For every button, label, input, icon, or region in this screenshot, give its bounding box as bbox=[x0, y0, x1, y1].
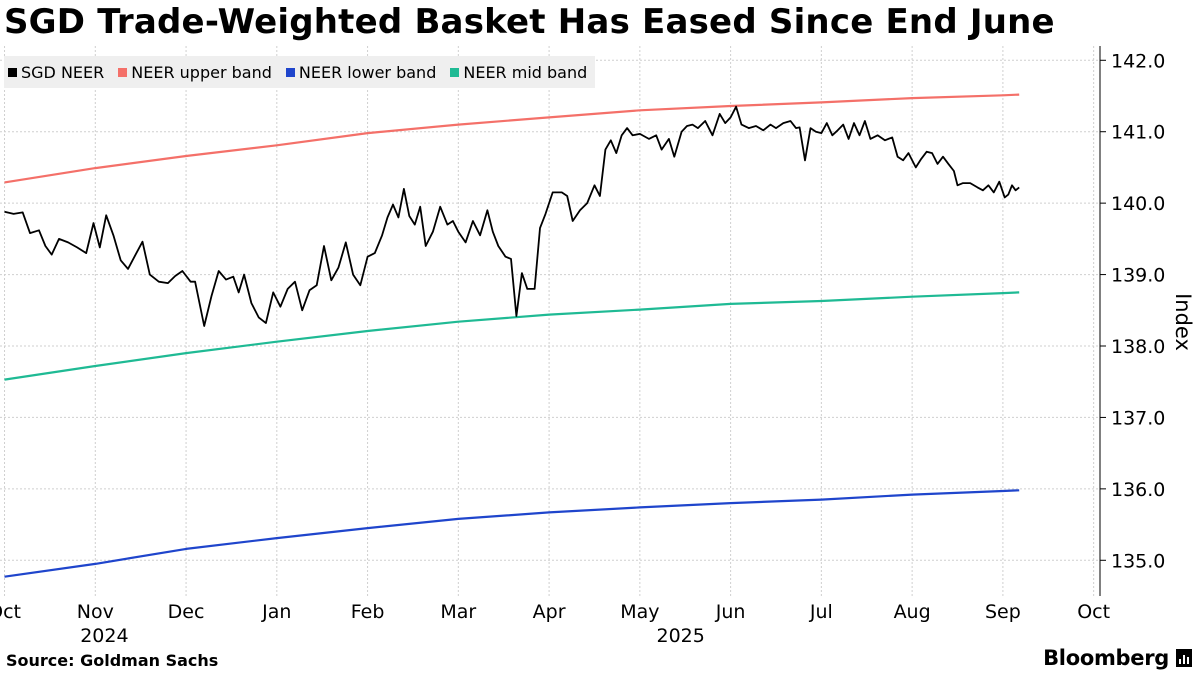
series-line-neer-mid-band bbox=[4, 291, 1020, 381]
x-tick-label: Sep bbox=[985, 601, 1021, 623]
x-axis-labels: Oct Nov Dec Jan Feb Mar Apr May Jun Jul Aug Sep Oct 2… bbox=[0, 601, 1110, 647]
x-tick-label: Dec bbox=[168, 601, 205, 623]
series-line-neer-lower-band bbox=[4, 489, 1020, 578]
brand-text: Bloomberg bbox=[1043, 646, 1169, 670]
gridlines bbox=[0, 46, 1100, 596]
series-line-sgd-neer bbox=[4, 105, 1020, 327]
y-tick-label: 135.0 bbox=[1111, 550, 1165, 572]
x-tick-label: Oct bbox=[0, 601, 21, 623]
legend-item: NEER lower band bbox=[285, 62, 437, 82]
x-tick-label: Apr bbox=[533, 601, 566, 623]
y-axis: 135.0 136.0 137.0 138.0 139.0 140.0 141.0 142.0… bbox=[1099, 46, 1195, 596]
x-tick-label: Mar bbox=[440, 601, 476, 623]
y-axis-title: Index bbox=[1171, 293, 1195, 351]
y-tick-label: 136.0 bbox=[1111, 479, 1165, 501]
y-tick-label: 137.0 bbox=[1111, 407, 1165, 429]
y-tick-label: 140.0 bbox=[1111, 193, 1165, 215]
legend-swatch bbox=[285, 67, 295, 77]
x-tick-label: Oct bbox=[1077, 601, 1110, 623]
series-line-neer-upper-band bbox=[4, 93, 1020, 184]
x-tick-label: Aug bbox=[894, 601, 931, 623]
x-tick-label: Jun bbox=[715, 601, 746, 623]
x-tick-label: May bbox=[620, 601, 659, 623]
legend-item: NEER upper band bbox=[118, 63, 272, 82]
series-lines bbox=[4, 93, 1020, 578]
legend-swatch bbox=[8, 67, 17, 77]
x-tick-label: Feb bbox=[351, 601, 385, 623]
legend-swatch bbox=[450, 67, 460, 77]
legend-item: NEER mid band bbox=[450, 63, 587, 82]
legend-label: NEER mid band bbox=[463, 62, 588, 82]
source-note: Source: Goldman Sachs bbox=[6, 651, 219, 670]
x-tick-label: Jul bbox=[809, 601, 833, 623]
terminal-icon bbox=[1176, 649, 1192, 667]
y-tick-label: 142.0 bbox=[1111, 50, 1165, 72]
y-tick-label: 139.0 bbox=[1111, 265, 1165, 287]
x-tick-label: Jan bbox=[261, 601, 291, 623]
y-tick-label: 141.0 bbox=[1111, 122, 1165, 144]
x-year-label: 2025 bbox=[657, 625, 705, 647]
legend-label: SGD NEER bbox=[21, 62, 105, 82]
legend: SGD NEER NEER upper band NEER lower band NE… bbox=[4, 56, 596, 88]
legend-item: SGD NEER bbox=[8, 63, 104, 82]
legend-swatch bbox=[118, 67, 128, 77]
brand-logo: Bloomberg bbox=[1043, 646, 1192, 670]
x-tick-label: Nov bbox=[77, 601, 114, 623]
y-tick-label: 138.0 bbox=[1111, 336, 1165, 358]
x-year-label: 2024 bbox=[80, 625, 128, 647]
chart-title: SGD Trade-Weighted Basket Has Eased Sinc… bbox=[4, 2, 1055, 42]
legend-label: NEER lower band bbox=[298, 62, 437, 82]
legend-label: NEER upper band bbox=[131, 62, 272, 82]
